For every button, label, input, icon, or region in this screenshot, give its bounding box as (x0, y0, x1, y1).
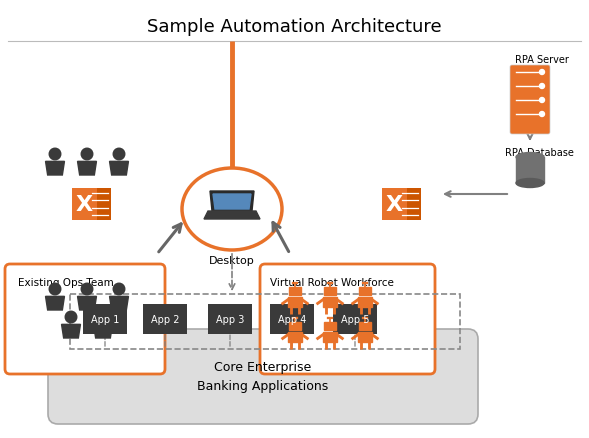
Text: RPA Database: RPA Database (505, 148, 574, 158)
Bar (289, 287, 301, 296)
Text: X: X (385, 194, 402, 215)
Polygon shape (110, 297, 128, 310)
Polygon shape (213, 194, 251, 209)
FancyBboxPatch shape (143, 304, 187, 334)
Text: RPA Server: RPA Server (515, 55, 569, 65)
Circle shape (113, 283, 125, 295)
Circle shape (540, 84, 544, 89)
FancyBboxPatch shape (85, 188, 111, 221)
Bar (325, 322, 336, 330)
Polygon shape (110, 162, 128, 176)
Bar (359, 297, 372, 307)
FancyBboxPatch shape (395, 188, 421, 221)
Bar (289, 297, 302, 307)
Circle shape (49, 283, 61, 295)
Bar (289, 332, 302, 342)
Text: Core Enterprise
Banking Applications: Core Enterprise Banking Applications (197, 360, 329, 392)
Bar (289, 322, 301, 330)
Text: App 3: App 3 (216, 314, 244, 324)
FancyBboxPatch shape (208, 304, 252, 334)
Polygon shape (78, 297, 97, 310)
FancyBboxPatch shape (83, 304, 127, 334)
Polygon shape (78, 162, 97, 176)
Text: X: X (75, 194, 92, 215)
Circle shape (540, 71, 544, 75)
Circle shape (97, 311, 109, 323)
FancyBboxPatch shape (48, 329, 478, 424)
Circle shape (540, 98, 544, 103)
Circle shape (540, 112, 544, 117)
FancyBboxPatch shape (382, 188, 407, 221)
Text: Desktop: Desktop (209, 255, 255, 265)
FancyBboxPatch shape (333, 304, 377, 334)
Ellipse shape (516, 179, 544, 188)
Text: Virtual Robot Workforce: Virtual Robot Workforce (270, 277, 394, 287)
Polygon shape (204, 212, 260, 219)
Circle shape (49, 149, 61, 160)
Ellipse shape (182, 169, 282, 251)
Polygon shape (45, 297, 64, 310)
Circle shape (113, 149, 125, 160)
Bar (325, 287, 336, 296)
FancyBboxPatch shape (72, 188, 97, 221)
FancyBboxPatch shape (270, 304, 314, 334)
Text: App 2: App 2 (151, 314, 179, 324)
Text: App 5: App 5 (341, 314, 369, 324)
Text: Existing Ops Team: Existing Ops Team (18, 277, 114, 287)
Bar (516, 158, 544, 184)
Bar (359, 322, 370, 330)
Circle shape (65, 311, 77, 323)
Circle shape (81, 283, 93, 295)
Bar (323, 332, 336, 342)
Polygon shape (94, 325, 112, 338)
Polygon shape (45, 162, 64, 176)
Text: App 1: App 1 (91, 314, 119, 324)
FancyBboxPatch shape (260, 265, 435, 374)
FancyBboxPatch shape (510, 66, 550, 135)
Polygon shape (210, 191, 254, 212)
Bar (359, 287, 370, 296)
FancyBboxPatch shape (5, 265, 165, 374)
Text: App 4: App 4 (278, 314, 306, 324)
Text: Sample Automation Architecture: Sample Automation Architecture (147, 18, 441, 36)
Bar (323, 297, 336, 307)
Ellipse shape (516, 153, 544, 162)
Bar (359, 332, 372, 342)
Circle shape (81, 149, 93, 160)
Polygon shape (61, 325, 81, 338)
